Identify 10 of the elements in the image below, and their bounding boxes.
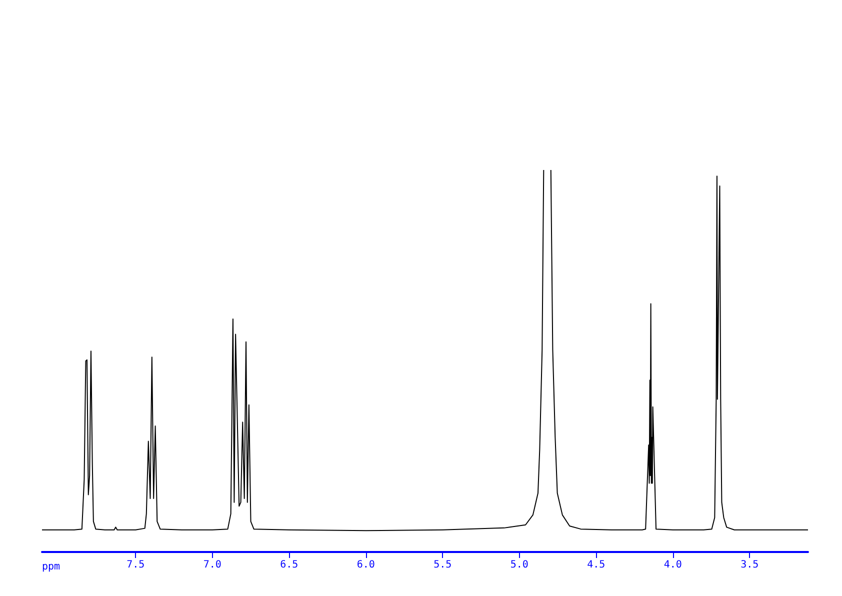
x-tick-label: 7.0 (203, 560, 222, 570)
x-tick-label: 4.5 (587, 560, 606, 570)
x-tick-label: 5.0 (510, 560, 528, 570)
x-tick-label: 3.5 (740, 560, 759, 570)
x-tick-label: 6.0 (356, 560, 375, 570)
x-tick-label: 6.5 (280, 560, 298, 570)
x-axis-title: ppm (42, 562, 60, 572)
x-tick-label: 5.5 (434, 560, 452, 570)
x-tick-label: 4.0 (664, 560, 682, 570)
x-tick-label: 7.5 (126, 560, 145, 570)
